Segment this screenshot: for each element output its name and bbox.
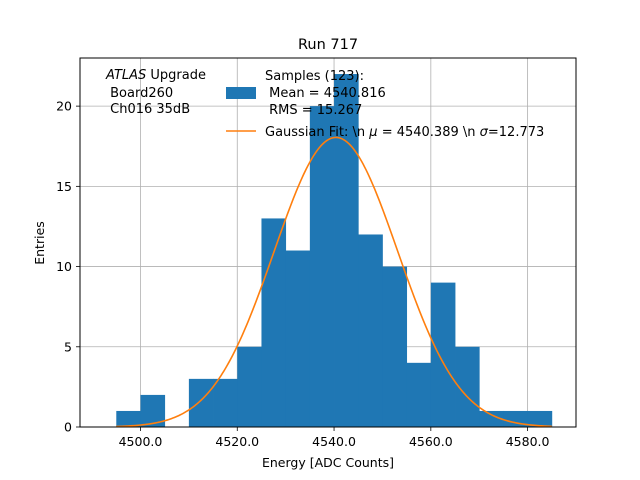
annotation-atlas-italic: ATLAS xyxy=(105,68,146,83)
histogram-bar xyxy=(285,250,311,427)
gaussian-fit-curve xyxy=(116,136,552,428)
y-tick-label: 15 xyxy=(56,179,72,194)
annotation-line-1: ATLAS Upgrade xyxy=(105,68,206,83)
y-axis-label: Entries xyxy=(32,221,47,265)
chart-title: Run 717 xyxy=(298,37,358,53)
histogram-bar xyxy=(188,378,214,427)
histogram-bar xyxy=(261,218,287,427)
plot-area: 4500.0 4520.0 4540.0 4560.0 4580.0 0 5 10 15 20 xyxy=(56,57,577,449)
histogram-bar xyxy=(430,282,456,427)
x-tick-label: 4540.0 xyxy=(312,434,356,449)
legend-fit-part-a: Gaussian Fit: \n xyxy=(265,125,369,140)
atlas-annotation: ATLAS Upgrade Board260 Ch016 35dB xyxy=(105,68,206,117)
legend-fit-label: Gaussian Fit: \n μ = 4540.389 \n σ=12.77… xyxy=(265,125,544,140)
y-tick-label: 5 xyxy=(64,339,72,354)
y-tick-label: 0 xyxy=(64,420,72,435)
y-tick-label: 10 xyxy=(56,259,72,274)
histogram-bar xyxy=(527,410,553,427)
plot-frame xyxy=(79,57,577,428)
histogram-bar xyxy=(406,362,432,427)
histogram-bar xyxy=(116,410,141,427)
legend-fit-mu: μ xyxy=(368,125,377,140)
annotation-line-3: Ch016 35dB xyxy=(106,102,190,117)
x-tick-label: 4560.0 xyxy=(409,434,453,449)
annotation-upgrade: Upgrade xyxy=(146,68,206,83)
histogram-bar xyxy=(334,74,359,427)
legend-samples-line-2: Mean = 4540.816 xyxy=(265,86,386,101)
y-tick-label: 20 xyxy=(56,99,72,114)
x-axis-ticks: 4500.0 4520.0 4540.0 4560.0 4580.0 xyxy=(119,427,550,449)
y-axis-ticks: 0 5 10 15 20 xyxy=(56,99,80,435)
legend-samples-line-3: RMS = 15.267 xyxy=(265,103,362,118)
histogram-bar xyxy=(213,378,238,427)
legend: Samples (123): Mean = 4540.816 RMS = 15.… xyxy=(226,69,544,140)
legend-samples-line-1: Samples (123): xyxy=(265,69,364,84)
legend-fit-sigma: σ xyxy=(480,125,489,140)
legend-fit-part-c: =12.773 xyxy=(488,125,544,140)
x-axis-label: Energy [ADC Counts] xyxy=(262,455,394,470)
histogram-bar xyxy=(237,346,262,427)
histogram-bars xyxy=(116,74,553,427)
histogram-bar xyxy=(358,234,383,427)
histogram-bar xyxy=(382,266,408,427)
histogram-bar xyxy=(479,410,504,427)
x-tick-label: 4520.0 xyxy=(215,434,259,449)
annotation-line-2: Board260 xyxy=(106,86,173,101)
histogram-bar xyxy=(309,106,335,427)
legend-fit-part-b: = 4540.389 \n xyxy=(378,125,480,140)
x-tick-label: 4500.0 xyxy=(119,434,163,449)
x-tick-label: 4580.0 xyxy=(506,434,550,449)
legend-patch-samples xyxy=(226,87,256,99)
histogram-bar xyxy=(503,410,529,427)
